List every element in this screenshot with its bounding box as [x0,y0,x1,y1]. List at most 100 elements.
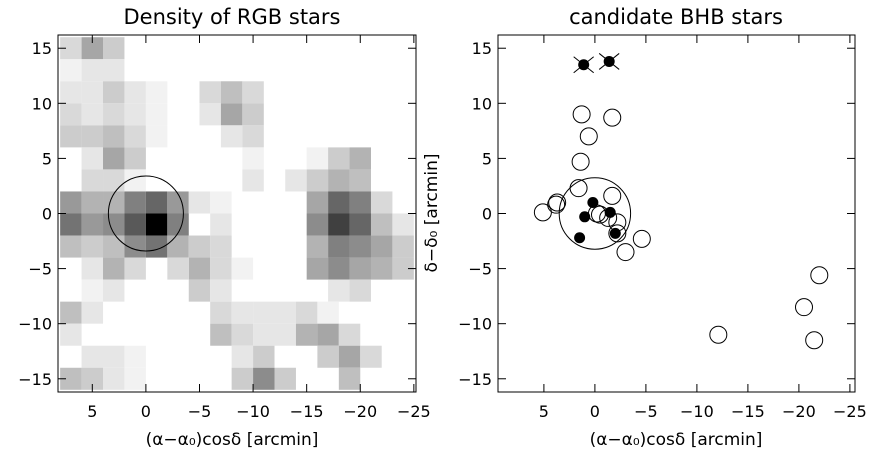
density-cell [124,191,146,214]
bhb-point-open [603,186,622,205]
bhb-point-open [805,331,824,350]
bhb-point-open [579,127,598,146]
density-cell [242,81,264,104]
density-cell [328,147,350,170]
density-cell [145,213,168,236]
density-cell [274,323,296,346]
density-cell [60,301,82,324]
density-cell [210,301,232,324]
right-chart-scatter: 5 0 −5 −10 −15 −20 −25 −15 −10 −5 0 5 10 15 (α−α₀)cos… [422,34,867,450]
right-xtick-label: 5 [539,402,549,421]
right-xtick-label: −25 [833,402,867,421]
bhb-points [533,53,829,350]
left-x-axis-label: (α−α₀)cosδ [arcmin] [146,430,319,450]
right-xtick-label: −20 [782,402,816,421]
density-cell [103,279,125,302]
density-cell [328,169,350,192]
density-cell [81,279,104,302]
density-cell [349,191,371,214]
density-cell [370,213,393,236]
density-cell [349,213,371,236]
density-cell [124,213,146,236]
density-cell [274,301,296,324]
density-cell [231,367,254,390]
left-plot-frame [57,34,417,393]
density-cell [199,81,221,104]
bhb-point-open [571,152,590,171]
density-cell [210,213,232,236]
density-cell [60,367,82,390]
density-cell [306,169,329,192]
density-cell [81,103,104,126]
right-ytick-label: −5 [468,260,492,279]
density-cell [295,301,318,324]
right-x-axis-label: (α−α₀)cosδ [arcmin] [590,430,763,450]
density-cell [103,235,125,258]
density-cell [103,125,125,148]
density-cell [210,235,232,258]
density-cell [124,235,146,258]
left-axis-ticks: 5 0 −5 −10 −15 −20 −25 −15 −10 −5 0 5 10 15 [18,35,431,421]
density-cell [349,235,371,258]
density-cell [306,257,329,280]
bhb-point-open [533,203,552,222]
density-cell [124,367,146,390]
density-cell [124,169,146,192]
right-xtick-label: −5 [634,402,658,421]
density-cell [328,235,350,258]
density-cell [60,81,82,104]
left-xtick-label: −5 [188,402,212,421]
density-cell [167,235,189,258]
density-cell [60,235,82,258]
left-ytick-label: 10 [32,94,52,113]
density-cell [60,125,82,148]
density-cell [306,191,329,214]
density-cell [124,81,146,104]
density-cell [81,37,104,60]
bhb-point-open [548,193,567,212]
density-cell [103,37,125,60]
density-cell [317,301,339,324]
density-cells [60,37,414,390]
right-ytick-label: 10 [472,94,492,113]
density-cell [81,301,104,324]
bhb-point-open [572,105,591,124]
density-cell [188,235,211,258]
density-cell [338,323,361,346]
density-cell [103,103,125,126]
density-cell [220,125,243,148]
density-cell [349,147,371,170]
bhb-point-open [632,229,651,248]
density-cell [231,301,254,324]
density-cell [210,323,232,346]
density-cell [188,191,211,214]
density-cell [81,191,104,214]
density-cell [188,279,211,302]
density-cell [370,257,393,280]
bhb-point-open [616,243,635,262]
bhb-point-filled [579,211,591,223]
bhb-point-crossed [598,53,620,70]
right-y-axis-label: δ−δ₀ [arcmin] [422,154,442,273]
bhb-point-open [569,179,588,198]
density-cell [145,191,168,214]
left-ytick-label: −5 [28,260,52,279]
left-ytick-label: 5 [42,149,52,168]
right-ytick-label: 0 [482,205,492,224]
density-cell [253,301,275,324]
left-xtick-label: −10 [236,402,270,421]
density-cell [338,367,361,390]
bhb-point-open [603,108,622,127]
right-xtick-label: −15 [731,402,765,421]
density-cell [317,323,339,346]
right-chart-title: candidate BHB stars [569,5,783,29]
density-cell [328,279,350,302]
density-cell [81,81,104,104]
density-cell [103,147,125,170]
density-cell [349,257,371,280]
half-light-circle-right [558,177,632,250]
bhb-point-open [795,298,813,317]
left-xtick-label: 5 [87,402,97,421]
bhb-point-filled [604,206,616,218]
right-xtick-label: 0 [590,402,600,421]
